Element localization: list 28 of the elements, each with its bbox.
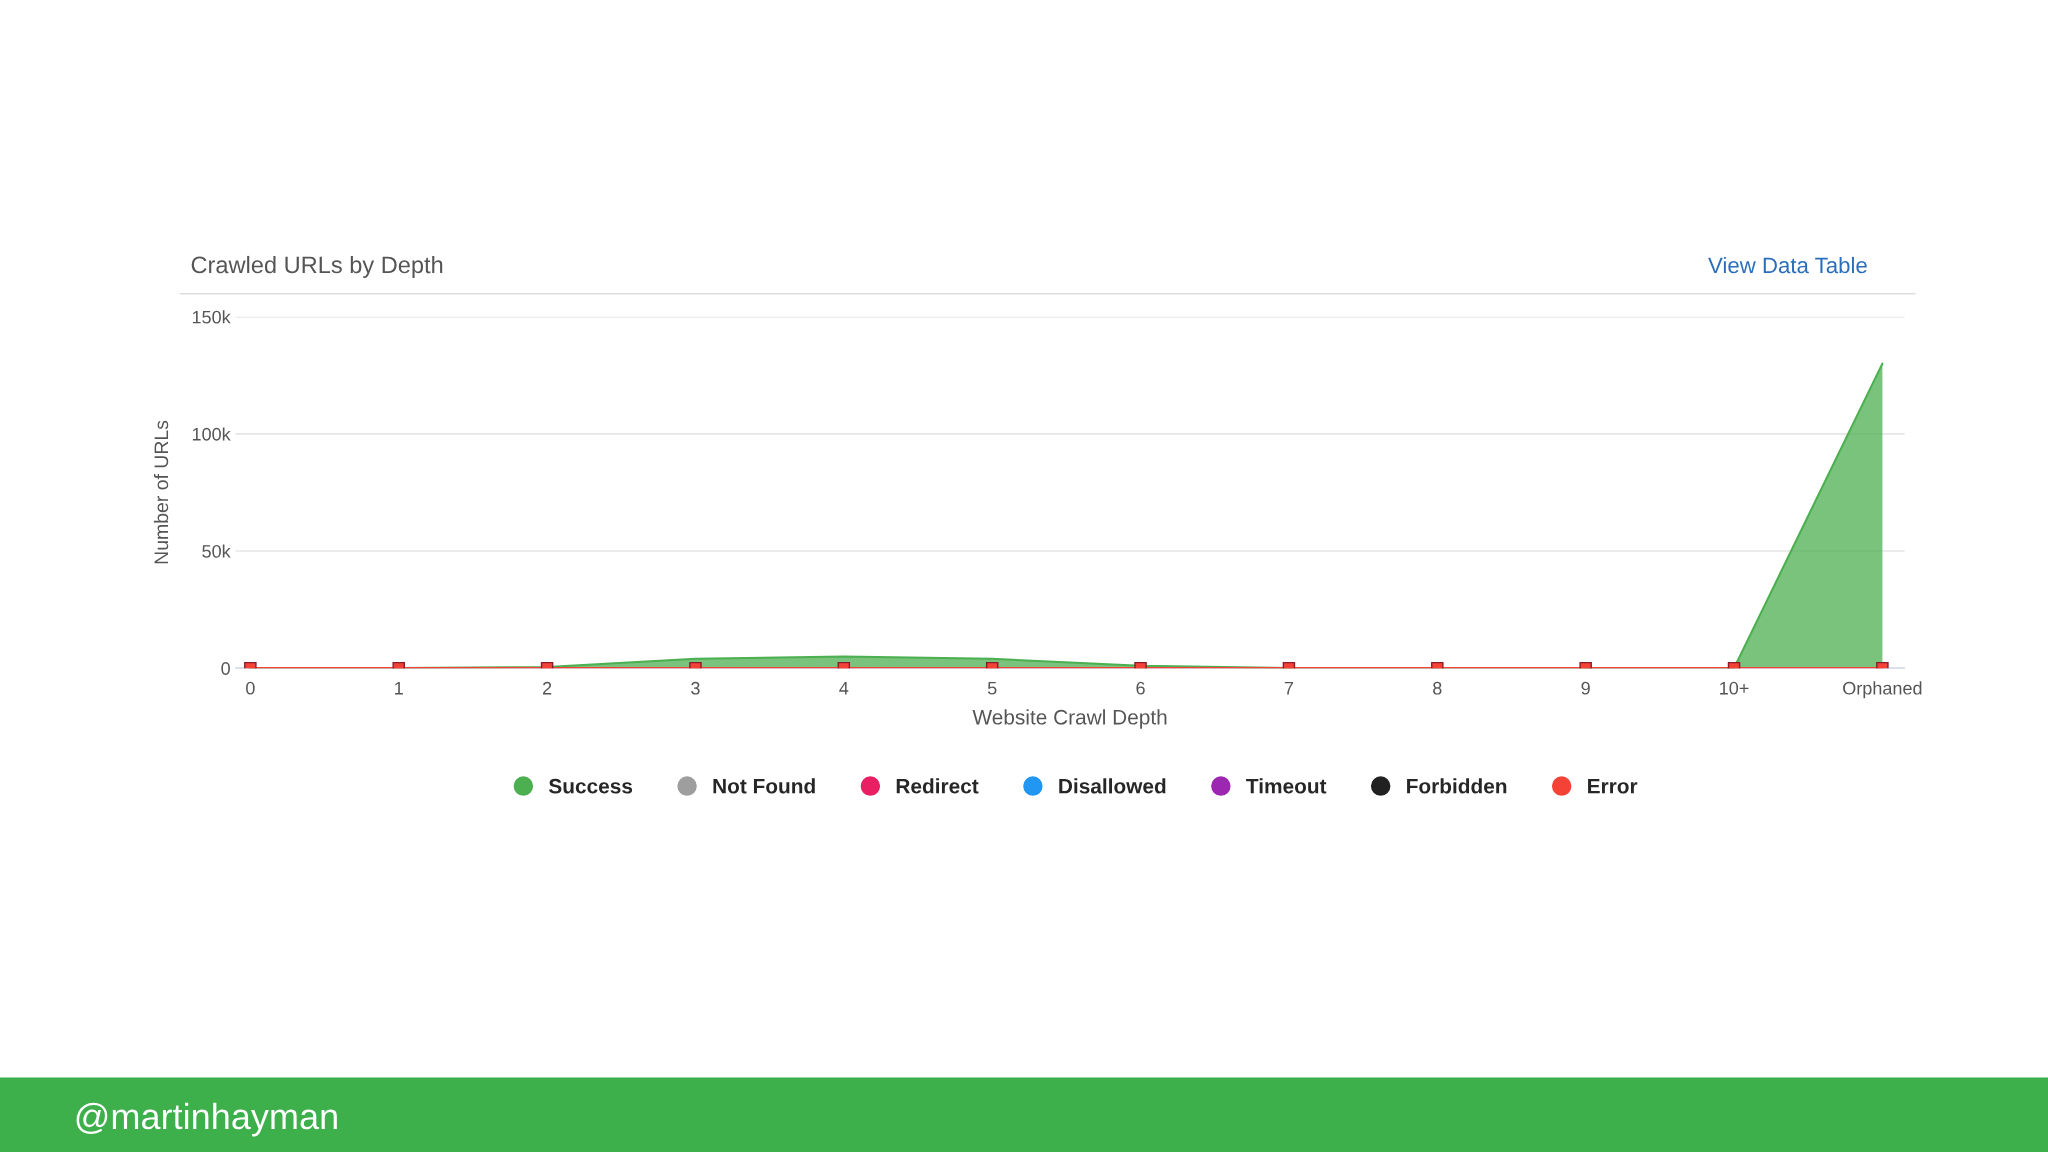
y-tick-label: 150k <box>192 310 231 324</box>
x-tick-label: Orphaned <box>1843 681 1922 699</box>
legend-label: Disallowed <box>1059 778 1166 794</box>
x-tick-label: 6 <box>1136 681 1145 695</box>
x-tick-label: 2 <box>542 681 552 695</box>
x-tick-label: 4 <box>839 682 849 695</box>
legend-label: Error <box>1588 779 1638 794</box>
x-tick-label: 0 <box>246 681 255 695</box>
legend-label: Timeout <box>1246 778 1327 794</box>
y-tick-label: 100k <box>192 427 231 441</box>
x-tick-label: 10+ <box>1720 681 1749 695</box>
text: @martinhayman <box>76 1102 337 1137</box>
x-tick-label: 5 <box>987 682 997 695</box>
y-tick-label: 50k <box>202 544 231 558</box>
x-axis-title: Website Crawl Depth <box>972 709 1167 729</box>
x-tick-label: 8 <box>1433 681 1442 695</box>
x-tick-label: 1 <box>395 682 403 695</box>
y-tick-label: 0 <box>221 662 230 675</box>
chart-title: Crawled URLs by Depth <box>191 255 443 278</box>
x-tick-label: 7 <box>1284 682 1294 695</box>
legend-label: Success <box>548 778 633 794</box>
legend-label: Not Found <box>713 778 815 794</box>
text: View Data Table <box>1708 256 1867 274</box>
legend-label: Redirect <box>896 778 979 794</box>
x-tick-label: 9 <box>1581 681 1590 695</box>
legend-label: Forbidden <box>1407 778 1507 794</box>
y-axis-title: Number of URLs <box>153 420 169 564</box>
x-tick-label: 3 <box>691 681 700 695</box>
